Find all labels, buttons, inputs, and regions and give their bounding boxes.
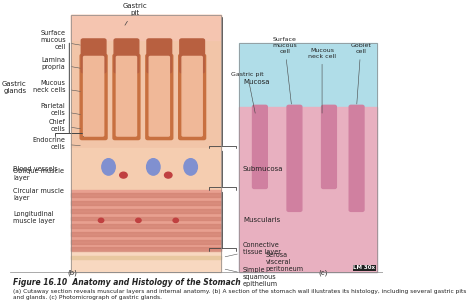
Text: Surface
mucous
cell: Surface mucous cell [273,37,297,104]
Bar [239,43,377,272]
Bar [239,43,377,272]
Text: Endocrine
cells: Endocrine cells [33,137,81,150]
FancyBboxPatch shape [146,54,173,140]
Bar [71,256,220,259]
Ellipse shape [184,159,197,175]
Bar [71,148,220,189]
FancyBboxPatch shape [349,105,364,211]
FancyBboxPatch shape [321,105,337,188]
Text: (c): (c) [319,270,328,276]
Bar [71,201,220,205]
Text: Simple
squamous
epithelium: Simple squamous epithelium [225,268,278,287]
FancyBboxPatch shape [117,57,137,136]
Bar [71,251,220,272]
Text: Circular muscle
layer: Circular muscle layer [13,188,64,201]
FancyBboxPatch shape [80,54,107,140]
FancyBboxPatch shape [113,54,140,140]
Bar [71,15,220,272]
FancyBboxPatch shape [182,57,202,136]
Circle shape [120,172,127,178]
Bar [71,193,220,197]
Ellipse shape [146,159,160,175]
Bar [71,216,220,220]
Text: Goblet
cell: Goblet cell [350,43,371,104]
Bar [71,189,220,251]
Text: Serosa
visceral
peritoneum: Serosa visceral peritoneum [265,251,303,271]
Text: Muscularis: Muscularis [243,217,280,223]
Bar [71,15,220,40]
Text: Gastric
glands: Gastric glands [1,81,27,95]
Circle shape [164,172,172,178]
Bar [71,15,220,272]
Text: Chief
cells: Chief cells [49,119,81,132]
FancyBboxPatch shape [83,57,104,136]
Text: Gastric pit: Gastric pit [231,72,264,113]
Text: Oblique muscle
layer: Oblique muscle layer [13,168,64,181]
Text: Mucosa: Mucosa [243,78,269,85]
Bar [71,232,220,236]
Bar [71,15,220,148]
Bar [71,247,220,251]
Text: (b): (b) [67,270,77,276]
Text: Mucous
neck cells: Mucous neck cells [33,80,81,93]
FancyBboxPatch shape [81,39,106,73]
Text: (a) Cutaway section reveals muscular layers and internal anatomy. (b) A section : (a) Cutaway section reveals muscular lay… [13,289,467,300]
Text: Parietal
cells: Parietal cells [41,103,81,116]
Bar [71,240,220,244]
Bar [71,209,220,213]
FancyBboxPatch shape [287,105,302,211]
Text: Blood vessels: Blood vessels [13,166,58,172]
Text: Gastric
pit: Gastric pit [122,3,147,25]
FancyBboxPatch shape [253,105,267,188]
Text: LM 30x: LM 30x [354,265,375,270]
FancyBboxPatch shape [114,39,139,73]
Bar [239,107,377,272]
Circle shape [173,218,178,223]
FancyBboxPatch shape [149,57,169,136]
Circle shape [136,218,141,223]
Bar [71,224,220,228]
Text: Connective
tissue layer: Connective tissue layer [225,242,281,257]
Text: Longitudinal
muscle layer: Longitudinal muscle layer [13,211,55,224]
FancyBboxPatch shape [147,39,172,73]
Text: Submucosa: Submucosa [243,166,283,172]
Ellipse shape [102,159,115,175]
FancyBboxPatch shape [179,54,206,140]
Text: Mucous
neck cell: Mucous neck cell [308,48,336,113]
Text: Lamina
propria: Lamina propria [42,57,81,70]
Text: Figure 16.10  Anatomy and Histology of the Stomach: Figure 16.10 Anatomy and Histology of th… [13,278,241,287]
FancyBboxPatch shape [180,39,204,73]
Circle shape [99,218,104,223]
Text: Surface
mucous
cell: Surface mucous cell [40,30,81,50]
